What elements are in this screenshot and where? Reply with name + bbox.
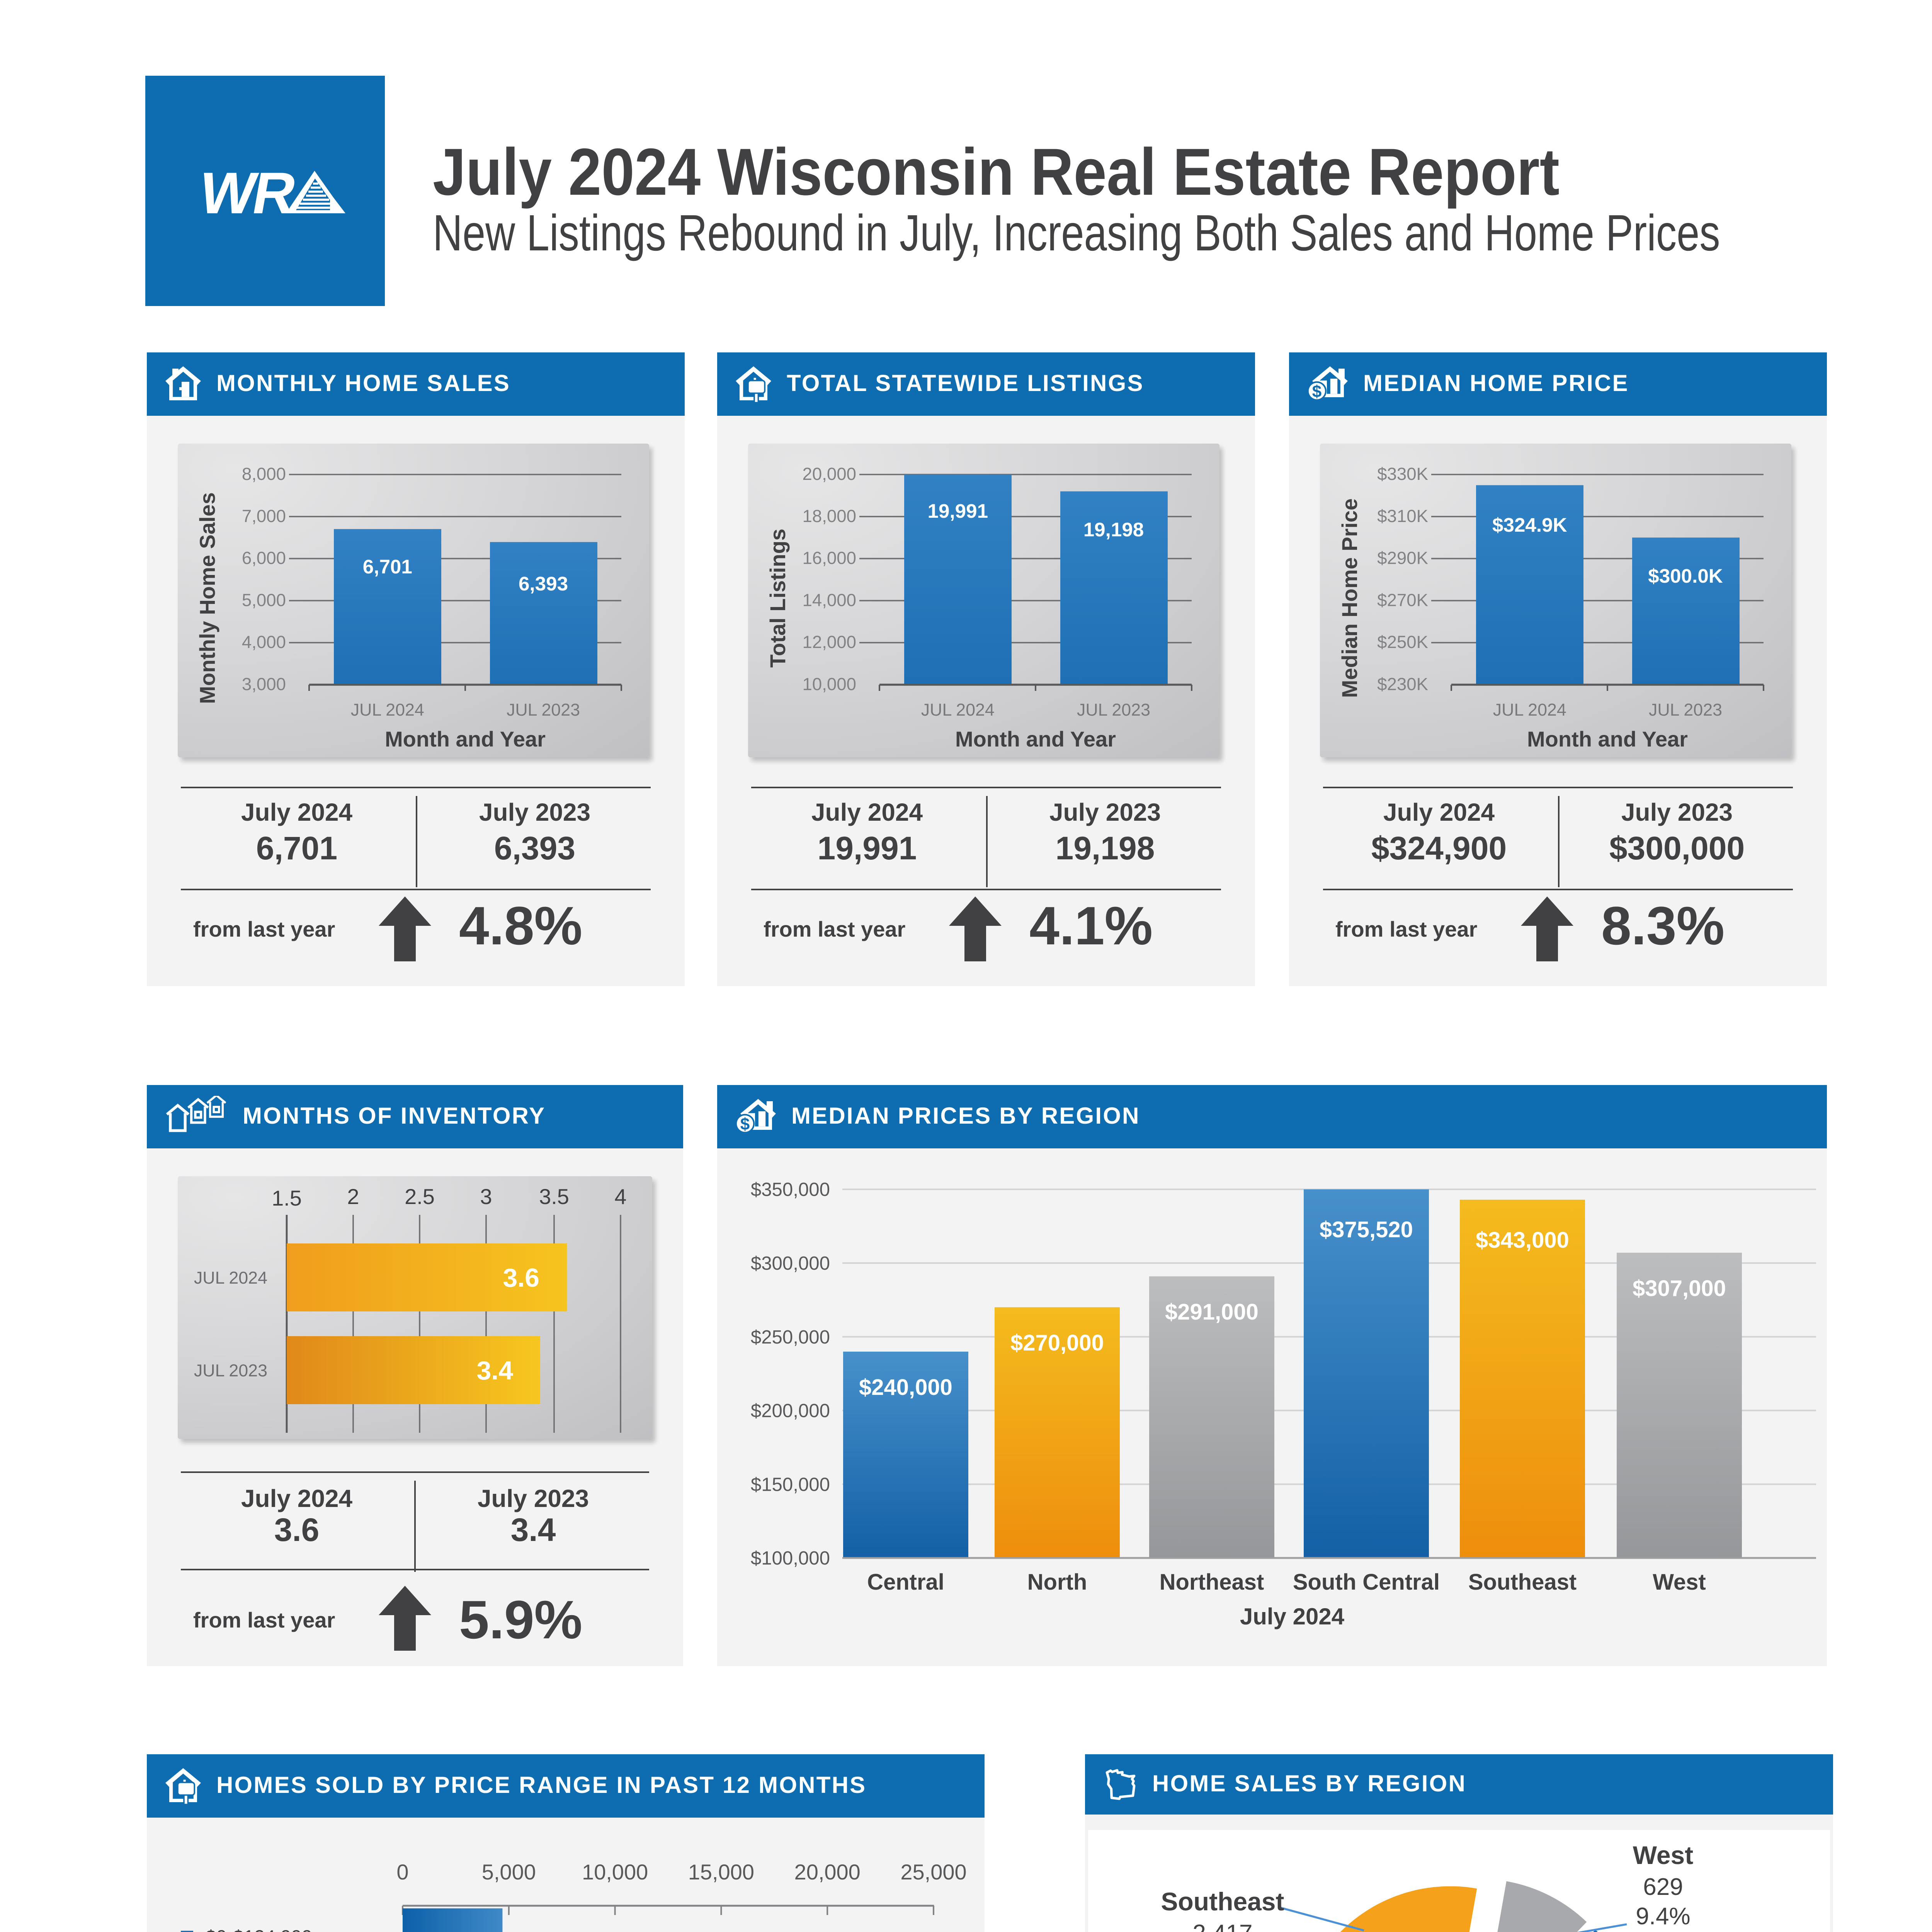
svg-text:4,000: 4,000 <box>242 632 286 652</box>
svg-text:20,000: 20,000 <box>803 464 856 484</box>
svg-text:JUL 2024: JUL 2024 <box>193 1267 267 1287</box>
svg-text:North: North <box>1027 1569 1087 1594</box>
svg-text:20,000: 20,000 <box>794 1860 861 1884</box>
svg-text:5,000: 5,000 <box>242 590 286 610</box>
svg-text:Monthly Home Sales: Monthly Home Sales <box>195 492 219 704</box>
svg-text:$291,000: $291,000 <box>1165 1299 1259 1324</box>
svg-text:JUL 2023: JUL 2023 <box>507 700 580 719</box>
svg-text:$230K: $230K <box>1377 674 1428 694</box>
svg-text:$290K: $290K <box>1377 548 1428 568</box>
svg-text:$324.9K: $324.9K <box>1492 514 1567 536</box>
svg-text:8,000: 8,000 <box>242 464 286 484</box>
svg-text:10,000: 10,000 <box>803 674 856 694</box>
svg-text:$100,000: $100,000 <box>751 1547 830 1568</box>
svg-text:25,000: 25,000 <box>900 1860 966 1884</box>
svg-text:$375,520: $375,520 <box>1320 1216 1413 1242</box>
svg-text:1.5: 1.5 <box>271 1185 301 1209</box>
svg-text:3,000: 3,000 <box>242 674 286 694</box>
svg-text:$: $ <box>740 1114 750 1133</box>
svg-text:12,000: 12,000 <box>803 632 856 652</box>
svg-text:3: 3 <box>479 1184 491 1208</box>
svg-text:Month and Year: Month and Year <box>385 727 546 751</box>
svg-text:2.5: 2.5 <box>404 1184 434 1208</box>
svg-text:$330K: $330K <box>1377 464 1428 484</box>
svg-text:3.6: 3.6 <box>502 1262 539 1292</box>
svg-text:Central: Central <box>867 1569 944 1594</box>
svg-text:$343,000: $343,000 <box>1476 1227 1569 1252</box>
svg-text:15,000: 15,000 <box>688 1860 754 1884</box>
svg-text:Median Home Price: Median Home Price <box>1337 498 1362 698</box>
svg-text:$: $ <box>1312 382 1321 401</box>
svg-text:$150,000: $150,000 <box>751 1473 830 1494</box>
svg-text:$350,000: $350,000 <box>751 1178 830 1199</box>
svg-text:2: 2 <box>346 1184 358 1208</box>
svg-text:0: 0 <box>396 1860 408 1884</box>
svg-text:14,000: 14,000 <box>803 590 856 610</box>
svg-text:$200,000: $200,000 <box>751 1400 830 1421</box>
svg-text:West: West <box>1653 1569 1706 1594</box>
svg-text:7,000: 7,000 <box>242 506 286 526</box>
svg-text:$0-$124,999: $0-$124,999 <box>206 1927 312 1932</box>
svg-text:Month and Year: Month and Year <box>1527 727 1688 751</box>
svg-text:$307,000: $307,000 <box>1633 1275 1726 1300</box>
svg-text:$240,000: $240,000 <box>859 1374 952 1399</box>
svg-text:6,393: 6,393 <box>519 573 568 595</box>
svg-text:$270K: $270K <box>1377 590 1428 610</box>
svg-text:JUL 2024: JUL 2024 <box>1493 700 1566 719</box>
svg-text:Northeast: Northeast <box>1160 1569 1264 1594</box>
svg-text:$250K: $250K <box>1377 632 1428 652</box>
svg-text:5,000: 5,000 <box>482 1860 536 1884</box>
svg-text:16,000: 16,000 <box>803 548 856 568</box>
svg-text:$310K: $310K <box>1377 506 1428 526</box>
svg-text:WR: WR <box>194 160 300 226</box>
svg-text:6,000: 6,000 <box>242 548 286 568</box>
svg-text:$300,000: $300,000 <box>751 1252 830 1273</box>
svg-text:4: 4 <box>614 1184 626 1208</box>
svg-text:3.5: 3.5 <box>538 1184 568 1208</box>
svg-text:3.4: 3.4 <box>476 1355 512 1384</box>
svg-text:$250,000: $250,000 <box>751 1326 830 1347</box>
svg-text:JUL 2024: JUL 2024 <box>921 700 995 719</box>
svg-text:18,000: 18,000 <box>803 506 856 526</box>
svg-text:6,701: 6,701 <box>363 556 412 578</box>
svg-text:4,699: 4,699 <box>425 1931 481 1932</box>
svg-text:Southeast: Southeast <box>1468 1569 1577 1594</box>
svg-text:10,000: 10,000 <box>582 1860 648 1884</box>
svg-text:JUL 2024: JUL 2024 <box>351 700 424 719</box>
svg-text:19,991: 19,991 <box>928 500 988 522</box>
svg-text:Month and Year: Month and Year <box>955 727 1116 751</box>
svg-text:$270,000: $270,000 <box>1010 1330 1104 1355</box>
svg-text:19,198: 19,198 <box>1083 519 1144 541</box>
svg-text:$300.0K: $300.0K <box>1648 565 1723 587</box>
svg-text:JUL 2023: JUL 2023 <box>193 1360 267 1379</box>
svg-text:South Central: South Central <box>1293 1569 1440 1594</box>
svg-text:Total Listings: Total Listings <box>765 529 790 668</box>
svg-text:JUL 2023: JUL 2023 <box>1077 700 1150 719</box>
svg-text:JUL 2023: JUL 2023 <box>1649 700 1722 719</box>
